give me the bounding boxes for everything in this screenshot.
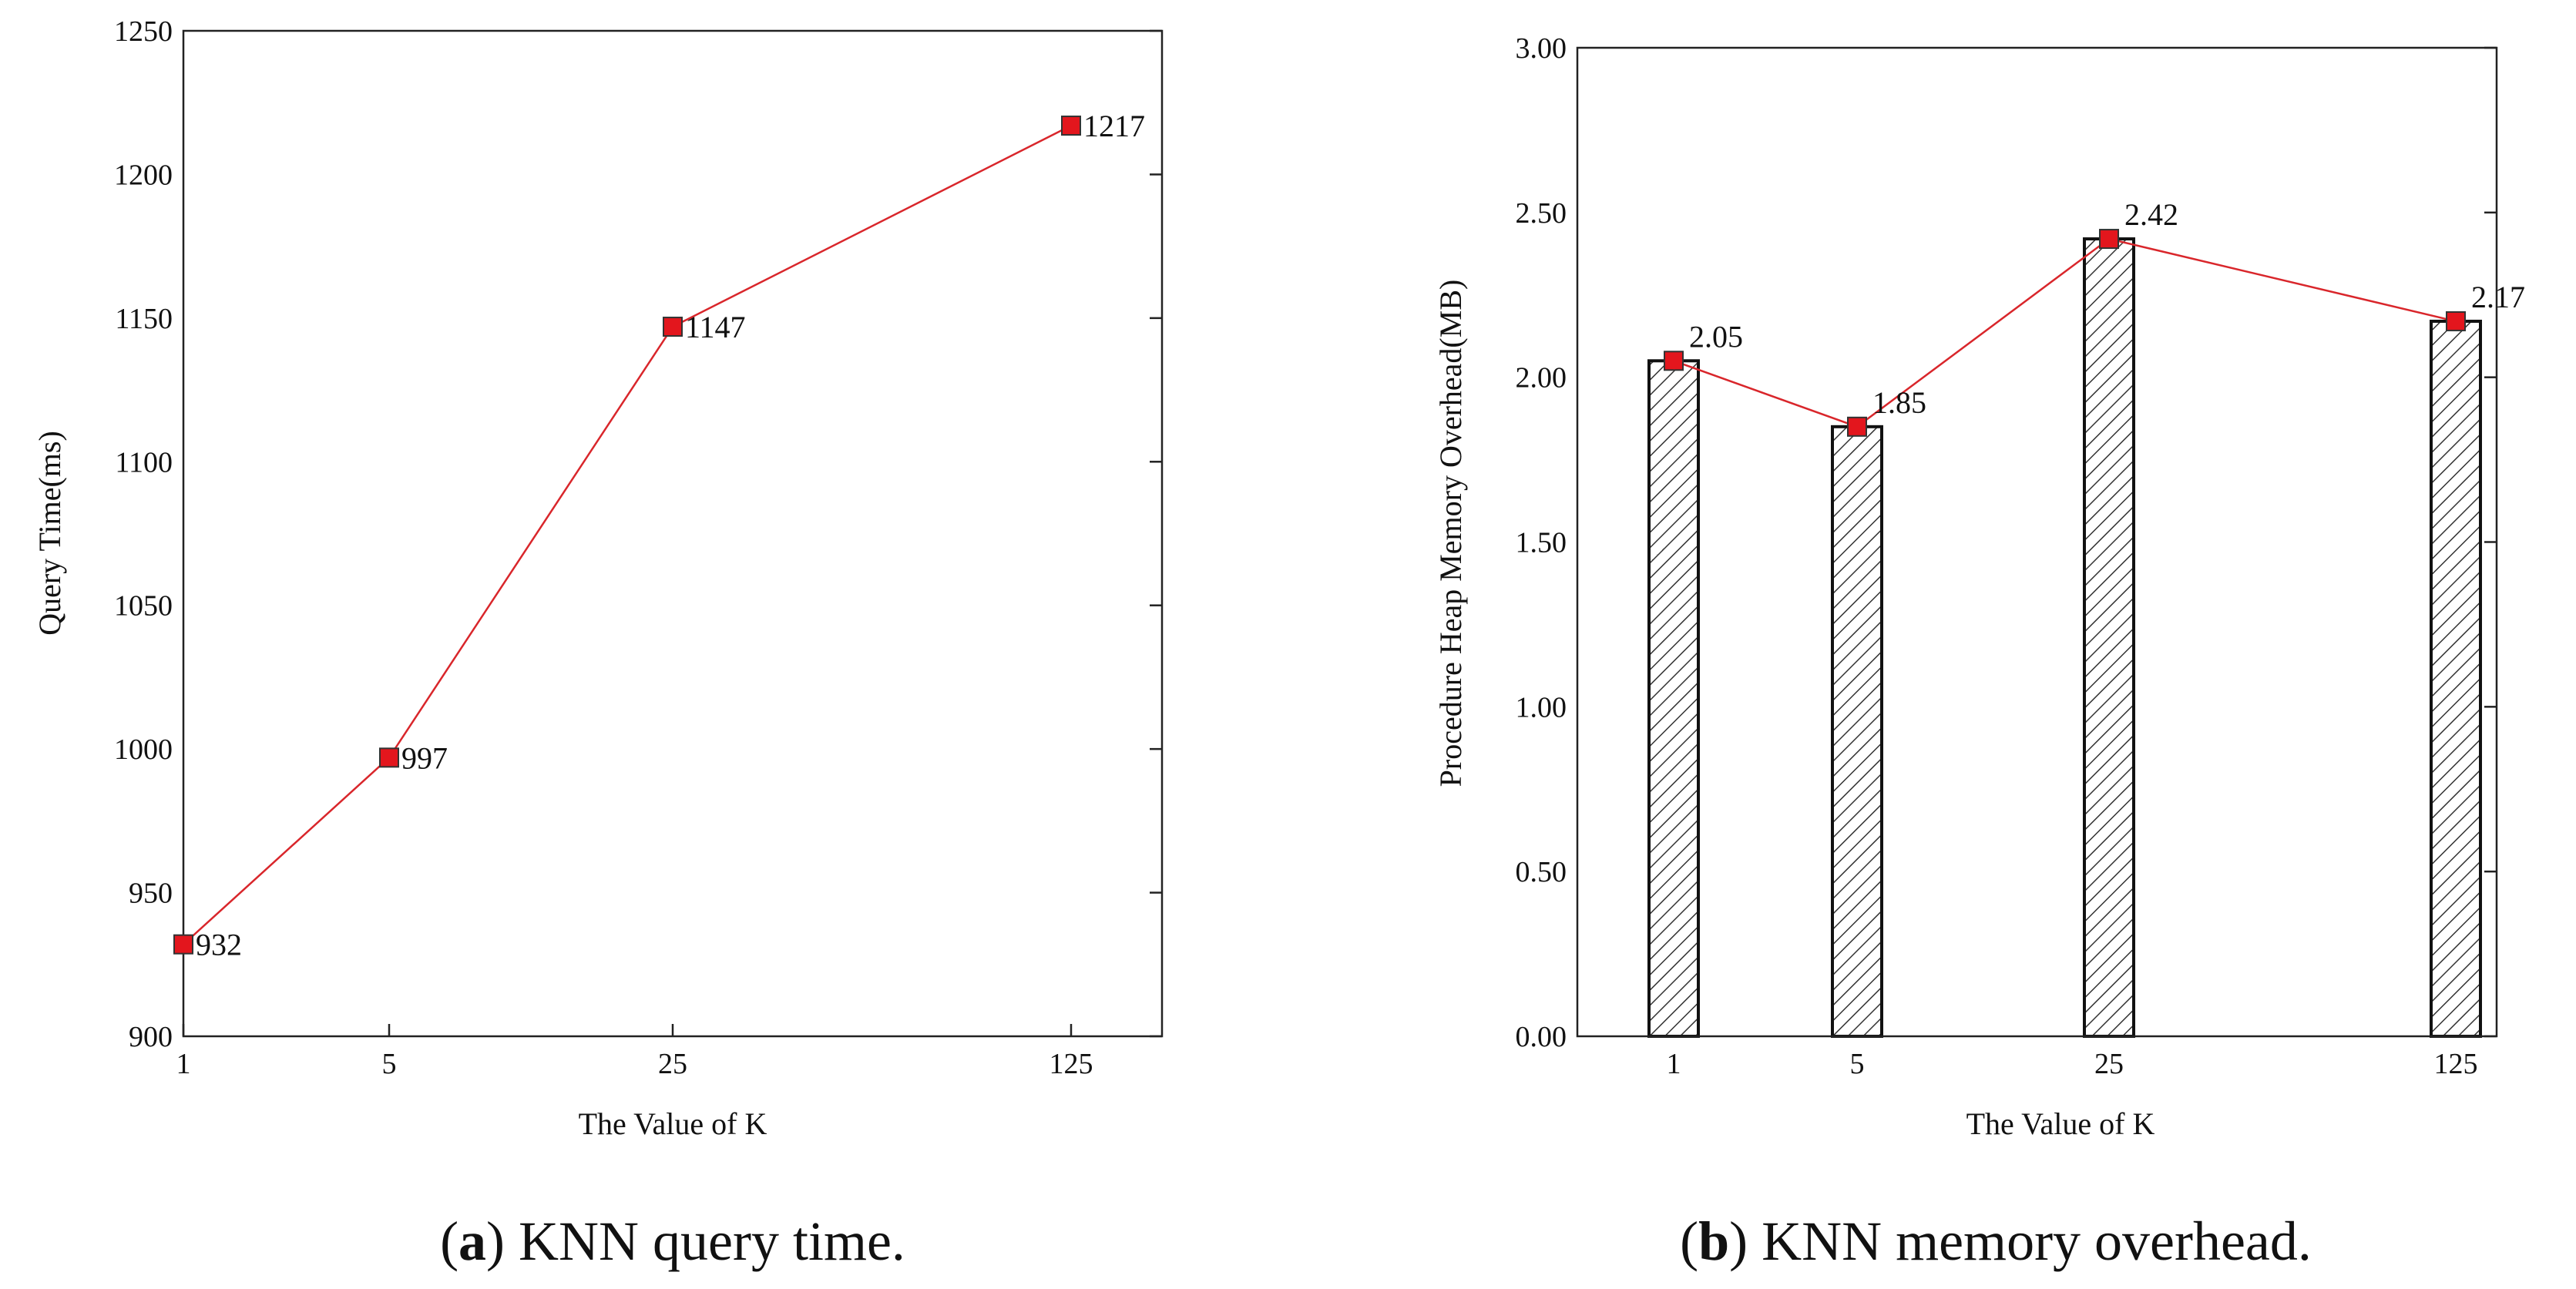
chart-a-marker <box>379 747 399 768</box>
chart-a-y-tick-label: 1150 <box>115 303 173 335</box>
chart-a-y-tick-label: 1250 <box>114 15 173 48</box>
chart-a-y-tick-label: 950 <box>129 878 173 910</box>
chart-b: 0.00 0.50 1.00 1.50 2.00 2.50 3.00 1 5 25 125 2.05… <box>1433 32 2525 1272</box>
chart-a-x-axis-title: The Value of K <box>579 1106 767 1141</box>
chart-b-frame <box>1576 46 2498 1038</box>
chart-b-marker <box>2446 311 2466 331</box>
chart-b-x-tick-label: 25 <box>2094 1048 2124 1080</box>
chart-b-y-tick-label: 0.50 <box>1516 856 1567 888</box>
chart-a-y-tick-label: 1200 <box>114 159 173 191</box>
chart-b-y-tick-label: 0.00 <box>1516 1021 1567 1053</box>
chart-a-y-tick-label: 1050 <box>114 590 173 623</box>
chart-b-ticks: 0.00 0.50 1.00 1.50 2.00 2.50 3.00 1 5 25 125 <box>1516 32 2497 1080</box>
chart-a-caption-text: KNN query time. <box>519 1210 905 1272</box>
chart-a-caption-letter: a <box>458 1210 486 1272</box>
chart-b-marker <box>2099 229 2119 250</box>
chart-b-marker <box>1847 416 1867 437</box>
chart-b-data-label: 2.42 <box>2124 197 2178 232</box>
chart-b-y-tick-label: 1.50 <box>1516 527 1567 559</box>
chart-a-data-label: 1147 <box>685 310 746 344</box>
chart-b-bar <box>2083 237 2135 1039</box>
chart-a-caption: (a) KNN query time. <box>440 1210 905 1272</box>
chart-a: 900 950 1000 1050 1100 1150 1200 1250 1 5 25 125 93… <box>32 15 1164 1272</box>
chart-b-y-tick-label: 2.50 <box>1516 197 1567 230</box>
chart-a-marker <box>173 934 193 955</box>
chart-b-x-tick-label: 125 <box>2434 1048 2478 1080</box>
chart-a-marker <box>1061 116 1081 136</box>
chart-b-bar <box>1831 425 1883 1038</box>
chart-b-bar <box>1647 359 1700 1038</box>
chart-b-series: 2.05 1.85 2.42 2.17 <box>1664 197 2525 437</box>
chart-b-marker <box>1664 351 1684 371</box>
chart-b-x-tick-label: 1 <box>1667 1048 1681 1080</box>
chart-a-data-label: 932 <box>196 928 242 962</box>
chart-b-data-label: 2.17 <box>2471 280 2525 314</box>
chart-b-caption: (b) KNN memory overhead. <box>1680 1210 2312 1272</box>
chart-b-bars <box>1647 237 2482 1039</box>
chart-a-line <box>183 124 1072 945</box>
chart-a-x-tick-label: 125 <box>1050 1048 1093 1080</box>
chart-b-x-tick-label: 5 <box>1850 1048 1865 1080</box>
chart-a-ticks: 900 950 1000 1050 1100 1150 1200 1250 1 5 25 125 <box>114 15 1162 1080</box>
chart-a-y-axis-title: Query Time(ms) <box>32 431 67 636</box>
chart-b-bar <box>2430 319 2482 1039</box>
chart-a-data-label: 997 <box>401 740 448 775</box>
chart-a-x-tick-label: 5 <box>382 1048 397 1080</box>
chart-a-y-tick-label: 900 <box>129 1021 173 1053</box>
chart-a-frame <box>182 29 1164 1038</box>
chart-b-y-axis-title: Procedure Heap Memory Overhead(MB) <box>1433 280 1468 787</box>
chart-a-data-label: 1217 <box>1083 109 1145 143</box>
chart-b-y-tick-label: 2.00 <box>1516 362 1567 394</box>
chart-b-y-tick-label: 1.00 <box>1516 691 1567 723</box>
chart-b-data-label: 2.05 <box>1689 319 1743 354</box>
chart-a-x-tick-label: 1 <box>176 1048 191 1080</box>
chart-b-caption-text: KNN memory overhead. <box>1762 1210 2312 1272</box>
chart-b-x-axis-title: The Value of K <box>1966 1106 2155 1141</box>
chart-b-y-tick-label: 3.00 <box>1516 32 1567 65</box>
chart-a-marker <box>663 317 683 337</box>
chart-b-data-label: 1.85 <box>1872 385 1926 420</box>
chart-b-caption-letter: b <box>1698 1210 1729 1272</box>
chart-a-x-tick-label: 25 <box>658 1048 687 1080</box>
chart-a-y-tick-label: 1000 <box>114 733 173 766</box>
chart-a-y-tick-label: 1100 <box>115 446 173 478</box>
chart-b-line <box>1673 237 2457 428</box>
chart-a-series: 932 997 1147 1217 <box>173 109 1145 962</box>
